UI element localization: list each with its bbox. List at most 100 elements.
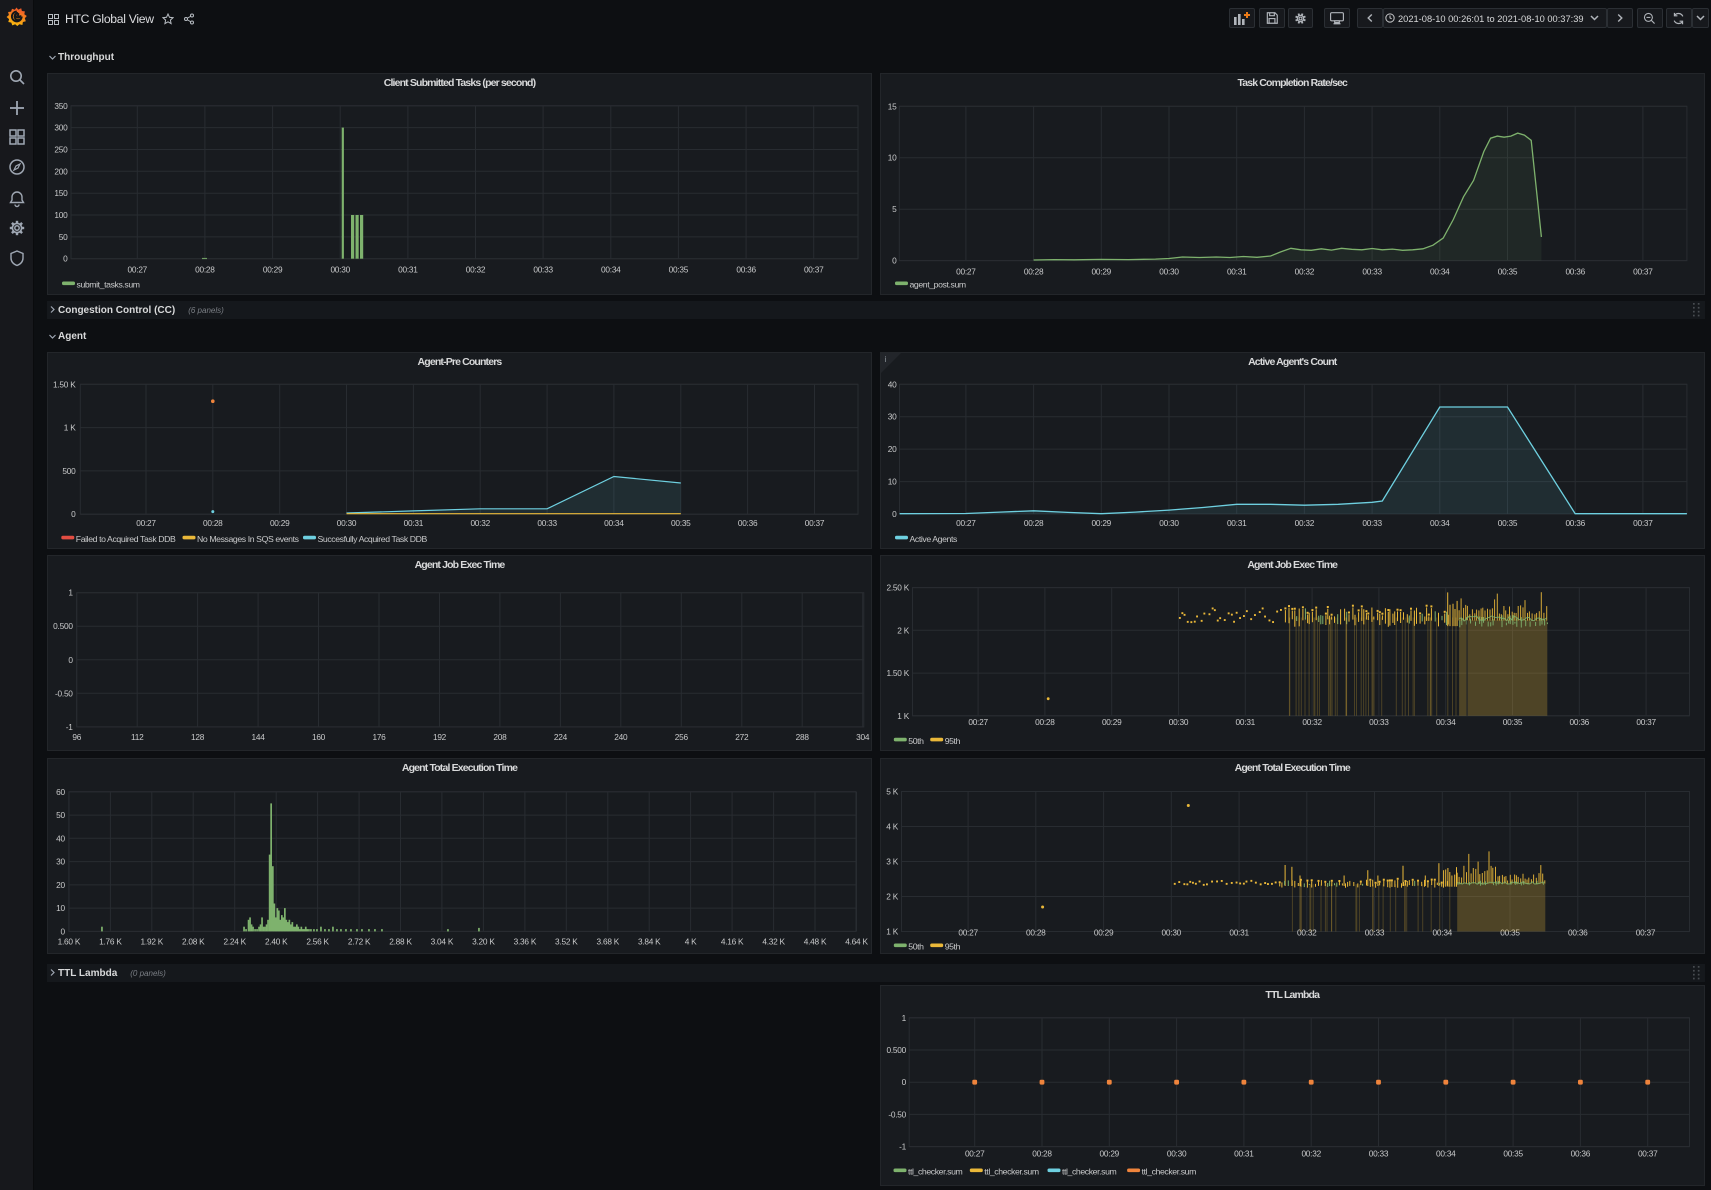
svg-text:1.92 K: 1.92 K	[141, 936, 164, 946]
svg-text:00:30: 00:30	[330, 265, 350, 275]
svg-text:95th: 95th	[944, 941, 960, 951]
svg-text:ttl_checker.sum: ttl_checker.sum	[1062, 1167, 1117, 1177]
svg-text:30: 30	[887, 412, 896, 422]
svg-text:00:37: 00:37	[1635, 927, 1655, 937]
svg-text:1 K: 1 K	[886, 926, 898, 936]
svg-text:00:31: 00:31	[1234, 1149, 1254, 1159]
svg-text:-0.50: -0.50	[55, 688, 73, 698]
svg-text:00:27: 00:27	[956, 518, 976, 528]
svg-text:2.88 K: 2.88 K	[389, 936, 412, 946]
svg-text:250: 250	[54, 145, 68, 155]
svg-text:3 K: 3 K	[886, 856, 898, 866]
svg-text:00:36: 00:36	[1568, 927, 1588, 937]
svg-text:00:28: 00:28	[1032, 1149, 1052, 1159]
svg-text:256: 256	[675, 731, 689, 741]
svg-text:50th: 50th	[908, 941, 924, 951]
svg-text:50: 50	[56, 810, 65, 820]
svg-text:4.32 K: 4.32 K	[762, 936, 785, 946]
svg-text:00:35: 00:35	[1497, 518, 1517, 528]
svg-text:00:34: 00:34	[1435, 717, 1455, 727]
svg-text:00:36: 00:36	[1565, 518, 1585, 528]
svg-text:00:30: 00:30	[1161, 927, 1181, 937]
svg-text:00:33: 00:33	[1362, 518, 1382, 528]
svg-text:192: 192	[433, 731, 447, 741]
svg-text:00:33: 00:33	[1369, 717, 1389, 727]
svg-text:272: 272	[735, 731, 749, 741]
svg-text:00:31: 00:31	[1229, 927, 1249, 937]
svg-text:00:27: 00:27	[958, 927, 978, 937]
svg-text:00:32: 00:32	[1301, 1149, 1321, 1159]
svg-text:5: 5	[892, 204, 897, 214]
svg-text:00:32: 00:32	[1297, 927, 1317, 937]
svg-text:00:28: 00:28	[1023, 267, 1043, 277]
svg-text:300: 300	[54, 123, 68, 133]
svg-text:00:30: 00:30	[1159, 518, 1179, 528]
svg-text:15: 15	[887, 101, 896, 111]
svg-text:00:36: 00:36	[738, 518, 758, 528]
svg-text:350: 350	[54, 101, 68, 111]
svg-text:00:28: 00:28	[203, 518, 223, 528]
svg-text:00:37: 00:37	[1636, 717, 1656, 727]
svg-text:00:37: 00:37	[805, 518, 825, 528]
svg-text:1.60 K: 1.60 K	[58, 936, 81, 946]
svg-text:00:30: 00:30	[337, 518, 357, 528]
svg-text:00:33: 00:33	[1368, 1149, 1388, 1159]
svg-text:00:31: 00:31	[404, 518, 424, 528]
svg-text:00:35: 00:35	[1500, 927, 1520, 937]
svg-text:0: 0	[61, 926, 66, 936]
svg-text:00:37: 00:37	[804, 265, 824, 275]
svg-text:No Messages In SQS events: No Messages In SQS events	[197, 534, 300, 544]
svg-text:00:29: 00:29	[1099, 1149, 1119, 1159]
svg-text:00:27: 00:27	[964, 1149, 984, 1159]
svg-text:00:35: 00:35	[1497, 267, 1517, 277]
svg-text:240: 240	[614, 731, 628, 741]
svg-text:00:36: 00:36	[1565, 267, 1585, 277]
svg-text:00:34: 00:34	[1436, 1149, 1456, 1159]
svg-text:304: 304	[856, 731, 870, 741]
svg-text:00:35: 00:35	[1502, 717, 1522, 727]
svg-text:2 K: 2 K	[897, 625, 909, 635]
svg-text:20: 20	[887, 444, 896, 454]
svg-text:3.84 K: 3.84 K	[638, 936, 661, 946]
svg-text:40: 40	[56, 833, 65, 843]
svg-text:00:28: 00:28	[1023, 518, 1043, 528]
svg-text:144: 144	[252, 731, 266, 741]
svg-text:00:34: 00:34	[1430, 267, 1450, 277]
svg-text:10: 10	[56, 903, 65, 913]
svg-text:00:30: 00:30	[1159, 267, 1179, 277]
svg-text:2.50 K: 2.50 K	[886, 582, 909, 592]
svg-text:00:37: 00:37	[1633, 518, 1653, 528]
svg-text:00:34: 00:34	[1430, 518, 1450, 528]
svg-text:1.50 K: 1.50 K	[53, 379, 76, 389]
svg-text:1 K: 1 K	[897, 710, 909, 720]
svg-text:00:33: 00:33	[1362, 267, 1382, 277]
svg-text:50th: 50th	[908, 735, 924, 745]
svg-text:00:37: 00:37	[1637, 1149, 1657, 1159]
svg-text:00:36: 00:36	[1570, 1149, 1590, 1159]
svg-text:3.20 K: 3.20 K	[472, 936, 495, 946]
svg-text:3.04 K: 3.04 K	[431, 936, 454, 946]
svg-text:100: 100	[54, 210, 68, 220]
svg-text:3.36 K: 3.36 K	[514, 936, 537, 946]
svg-text:00:34: 00:34	[601, 265, 621, 275]
svg-text:200: 200	[54, 166, 68, 176]
svg-text:00:36: 00:36	[736, 265, 756, 275]
svg-text:00:32: 00:32	[1294, 267, 1314, 277]
svg-text:5 K: 5 K	[886, 786, 898, 796]
svg-text:4 K: 4 K	[886, 821, 898, 831]
svg-text:00:32: 00:32	[1294, 518, 1314, 528]
svg-text:2.24 K: 2.24 K	[223, 936, 246, 946]
svg-text:1: 1	[68, 587, 73, 597]
svg-text:00:34: 00:34	[1432, 927, 1452, 937]
svg-text:00:37: 00:37	[1633, 267, 1653, 277]
svg-text:0: 0	[901, 1077, 906, 1087]
svg-text:00:32: 00:32	[466, 265, 486, 275]
svg-text:00:27: 00:27	[128, 265, 148, 275]
svg-text:00:29: 00:29	[1091, 267, 1111, 277]
svg-text:60: 60	[56, 786, 65, 796]
svg-text:3.68 K: 3.68 K	[597, 936, 620, 946]
svg-text:30: 30	[56, 856, 65, 866]
svg-text:4.48 K: 4.48 K	[804, 936, 827, 946]
svg-text:40: 40	[887, 379, 896, 389]
svg-text:00:31: 00:31	[1226, 267, 1246, 277]
